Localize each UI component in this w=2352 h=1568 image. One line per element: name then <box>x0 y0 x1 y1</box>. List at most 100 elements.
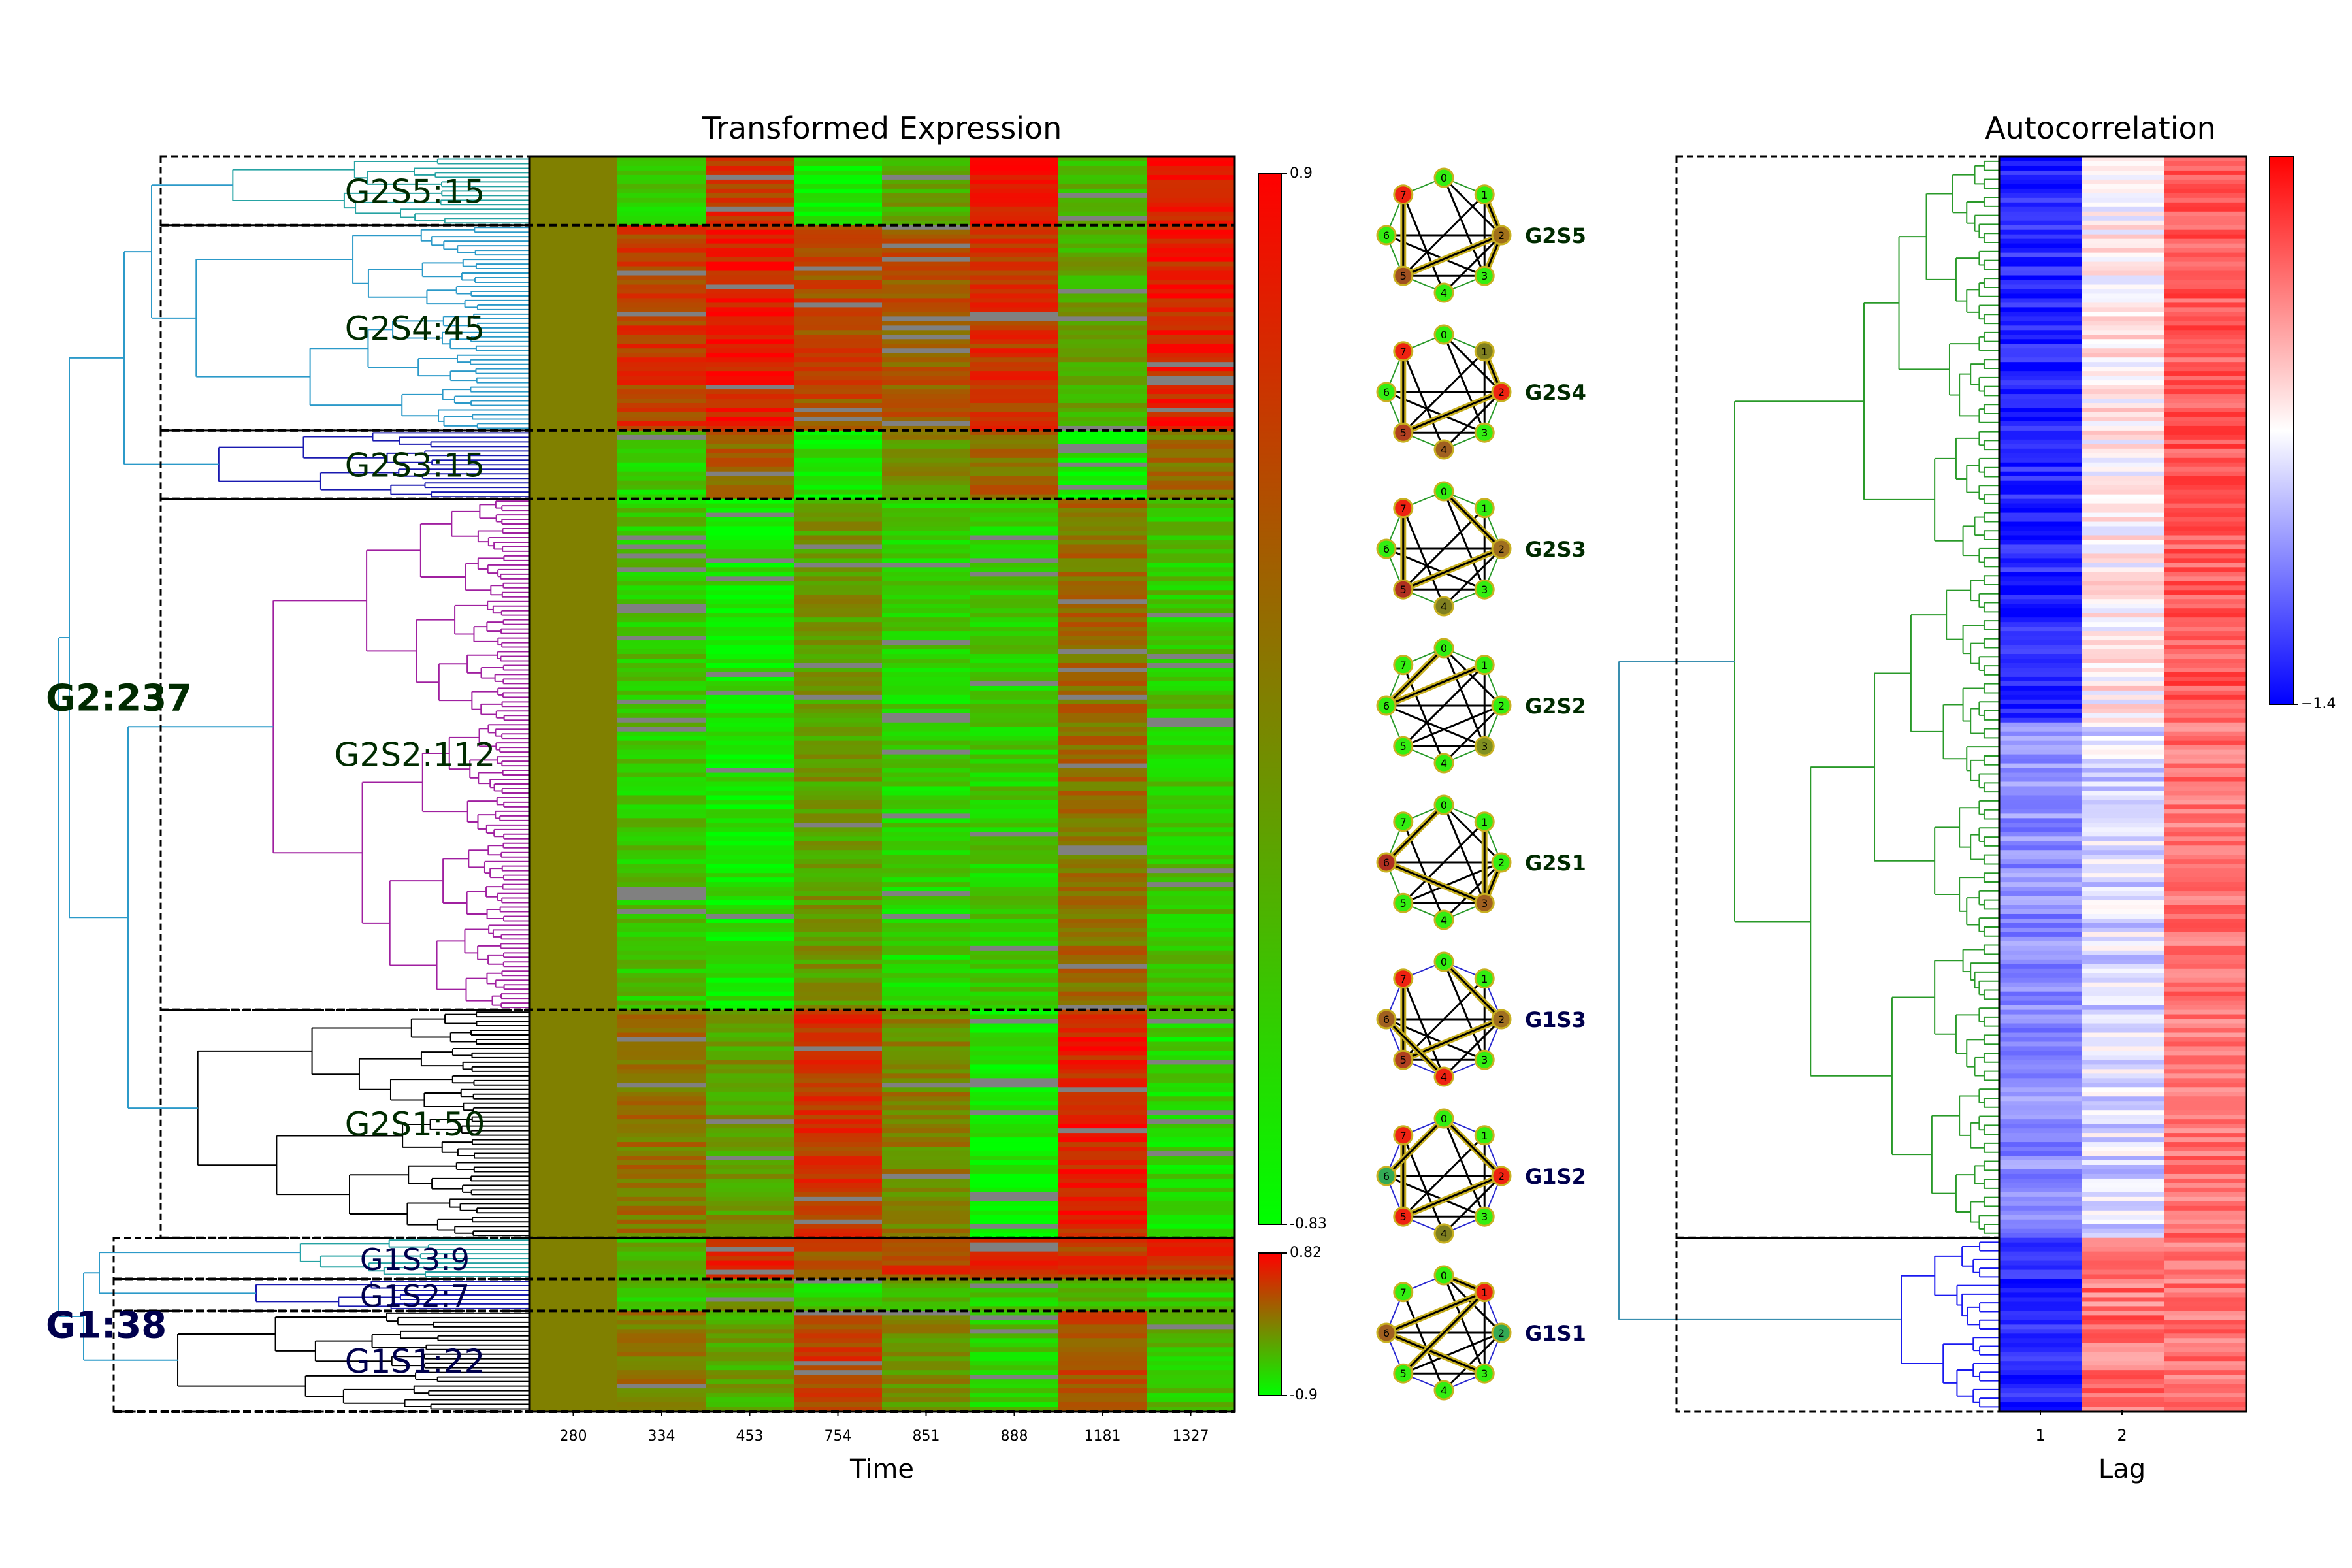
heat-cell <box>882 252 971 258</box>
heat-cell <box>1147 590 1235 595</box>
heat-cell <box>882 403 971 408</box>
heat-cell <box>794 280 883 286</box>
heat-cell <box>529 503 618 509</box>
heat-cell <box>1147 1311 1235 1316</box>
colorbar-bottom-max: 0.82 <box>1290 1245 1322 1261</box>
heat-cell <box>970 662 1059 668</box>
ac-cell <box>2082 289 2164 295</box>
ac-cell <box>2164 1242 2247 1248</box>
heat-cell <box>794 1096 883 1102</box>
ac-cell <box>1999 321 2082 326</box>
network-node-label: 4 <box>1441 1384 1447 1397</box>
heat-cell <box>882 649 971 655</box>
heat-cell <box>706 453 794 459</box>
heat-cell <box>1147 1205 1235 1211</box>
heat-cell <box>882 1087 971 1092</box>
ac-cell <box>1999 977 2082 983</box>
ac-cell <box>2164 923 2247 928</box>
ac-cell <box>2082 1247 2164 1252</box>
heat-cell <box>970 248 1059 253</box>
heat-cell <box>970 1215 1059 1220</box>
heat-cell <box>617 316 706 321</box>
heat-cell <box>617 1055 706 1060</box>
heat-cell <box>529 229 618 235</box>
heat-cell <box>1058 1101 1147 1106</box>
heat-cell <box>706 1393 794 1398</box>
heat-cell <box>1147 913 1235 919</box>
heat-cell <box>1058 891 1147 896</box>
ac-cell <box>2082 1379 2164 1384</box>
ac-cell <box>2164 238 2247 244</box>
ac-cell <box>2082 229 2164 235</box>
ac-cell <box>2082 1306 2164 1311</box>
heat-cell <box>970 795 1059 801</box>
heat-cell <box>970 353 1059 358</box>
heat-cell <box>794 936 883 942</box>
heat-cell <box>617 813 706 819</box>
heat-cell <box>882 818 971 823</box>
heat-cell <box>617 521 706 527</box>
heat-cell <box>706 1069 794 1074</box>
ac-cell <box>1999 923 2082 928</box>
heat-cell <box>1147 1032 1235 1038</box>
heat-cell <box>529 727 618 732</box>
ac-cell <box>1999 1023 2082 1029</box>
ac-cell <box>2164 485 2247 491</box>
ac-cell <box>2082 293 2164 299</box>
heat-cell <box>617 1041 706 1047</box>
heat-cell <box>1058 289 1147 295</box>
network-label: G2S5 <box>1525 223 1586 248</box>
ac-cell <box>2082 1397 2164 1403</box>
heat-cell <box>794 772 883 778</box>
ac-cell <box>2164 736 2247 742</box>
heat-cell <box>1058 608 1147 613</box>
heat-cell <box>794 685 883 691</box>
heat-cell <box>1147 1041 1235 1047</box>
heat-cell <box>617 759 706 764</box>
heat-cell <box>882 229 971 235</box>
heat-cell <box>706 617 794 623</box>
heat-cell <box>1058 1014 1147 1020</box>
heat-cell <box>706 362 794 367</box>
heat-cell <box>970 165 1059 171</box>
heat-cell <box>617 220 706 226</box>
heat-cell <box>706 581 794 586</box>
ac-cell <box>2082 1073 2164 1079</box>
heat-cell <box>1147 1219 1235 1225</box>
heat-cell <box>706 791 794 796</box>
network-node-label: 7 <box>1400 1130 1407 1142</box>
heat-cell <box>706 1092 794 1097</box>
ac-cell <box>1999 1320 2082 1325</box>
network-node <box>1393 968 1414 989</box>
heat-cell <box>1058 170 1147 176</box>
ac-cell <box>1999 1196 2082 1202</box>
cluster-label: G2S2:112 <box>335 736 495 774</box>
ac-cell <box>1999 786 2082 792</box>
ac-cell <box>1999 434 2082 440</box>
ac-cell <box>2082 444 2164 449</box>
heat-cell <box>706 1119 794 1124</box>
heat-cell <box>1058 1151 1147 1156</box>
heat-cell <box>1147 421 1235 427</box>
ac-cell <box>1999 1224 2082 1230</box>
ac-cell <box>2164 544 2247 550</box>
ac-cell <box>2164 1269 2247 1275</box>
heat-cell <box>1147 1352 1235 1357</box>
heat-cell <box>529 1055 618 1060</box>
heat-cell <box>617 1274 706 1280</box>
heat-cell <box>1147 1256 1235 1262</box>
heat-cell <box>882 1379 971 1384</box>
heat-cell <box>529 1329 618 1334</box>
ac-cell <box>2164 955 2247 960</box>
heat-cell <box>529 909 618 915</box>
heat-cell <box>970 604 1059 609</box>
heat-cell <box>1058 1397 1147 1403</box>
heat-cell <box>882 425 971 431</box>
ac-cell <box>2082 280 2164 286</box>
heat-cell <box>529 335 618 340</box>
ac-cell <box>2164 1324 2247 1330</box>
ac-cell <box>2164 977 2247 983</box>
ac-cell <box>2082 1124 2164 1129</box>
ac-cell <box>1999 1105 2082 1111</box>
heat-cell <box>794 1014 883 1020</box>
